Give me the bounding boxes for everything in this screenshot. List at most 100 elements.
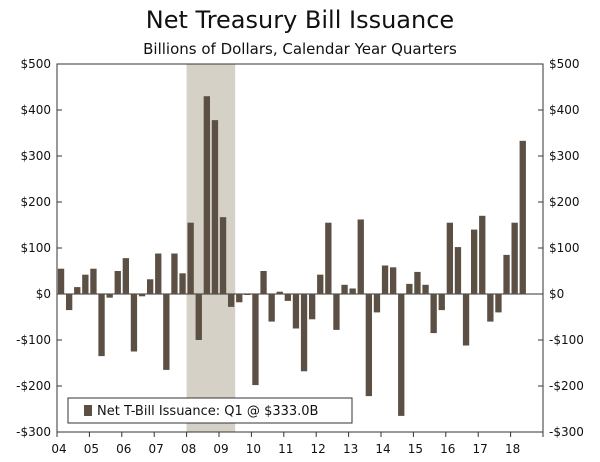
legend-box: [67, 397, 353, 424]
bar: [122, 258, 130, 294]
bar: [446, 222, 454, 294]
x-tick-label: 14: [375, 442, 390, 456]
bar: [454, 247, 462, 294]
y-tick-label-right: -$200: [549, 379, 584, 393]
bar: [503, 254, 510, 294]
y-tick-label-left: $100: [20, 241, 51, 255]
bar: [187, 222, 194, 294]
bar: [349, 288, 356, 294]
bar: [333, 294, 340, 330]
x-tick-label: 08: [181, 442, 196, 456]
bar: [211, 120, 219, 295]
bar: [130, 294, 138, 352]
y-tick-label-right: $0: [549, 287, 564, 301]
bar: [479, 215, 486, 294]
bar: [171, 253, 178, 294]
recession-shade: [186, 64, 236, 432]
bar: [373, 294, 381, 313]
x-tick-label: 12: [311, 442, 326, 456]
bar: [341, 284, 348, 294]
bar: [462, 294, 470, 346]
y-tick-label-right: $100: [549, 241, 580, 255]
bar: [195, 294, 202, 340]
y-tick-label-right: -$300: [549, 425, 584, 439]
x-tick-label: 10: [246, 442, 261, 456]
plot-frame: [56, 63, 544, 433]
chart-title: Net Treasury Bill Issuance: [145, 6, 455, 34]
x-tick-label: 11: [278, 442, 293, 456]
bar: [470, 229, 478, 294]
bar: [398, 294, 405, 416]
bar: [98, 294, 105, 357]
y-tick-label-left: $0: [36, 287, 51, 301]
bar: [268, 294, 275, 322]
bar: [406, 283, 413, 294]
bar: [155, 253, 162, 294]
bar: [430, 294, 437, 334]
bar: [203, 96, 211, 294]
x-tick-label: 04: [51, 442, 66, 456]
x-tick-label: 17: [473, 442, 488, 456]
bar: [138, 294, 146, 297]
bar: [308, 294, 316, 320]
x-tick-label: 06: [116, 442, 131, 456]
x-tick-label: 07: [149, 442, 164, 456]
bar: [276, 291, 283, 294]
bar: [219, 217, 227, 294]
bar: [325, 222, 332, 294]
bar: [57, 268, 65, 294]
bar: [90, 268, 97, 294]
bar: [252, 294, 259, 386]
y-tick-label-left: -$300: [16, 425, 51, 439]
bar: [244, 294, 251, 295]
bar: [300, 294, 308, 372]
y-tick-label-right: $200: [549, 195, 580, 209]
bar: [414, 271, 421, 294]
bar: [284, 294, 292, 301]
bar: [236, 294, 243, 303]
bar: [146, 279, 154, 294]
x-tick-label: 09: [213, 442, 228, 456]
bar: [487, 294, 494, 322]
bar: [389, 267, 397, 294]
y-tick-label-left: $200: [20, 195, 51, 209]
x-tick-label: 05: [84, 442, 99, 456]
y-tick-label-right: -$100: [549, 333, 584, 347]
chart-subtitle: Billions of Dollars, Calendar Year Quart…: [143, 40, 457, 58]
x-tick-label: 15: [408, 442, 423, 456]
bar: [114, 271, 121, 294]
y-tick-label-left: -$200: [16, 379, 51, 393]
bar: [317, 274, 324, 294]
y-tick-label-left: $400: [20, 103, 51, 117]
legend-label: Net T-Bill Issuance: Q1 @ $333.0B: [97, 404, 318, 419]
bar: [260, 271, 267, 294]
bar: [74, 287, 81, 294]
legend-swatch: [84, 405, 92, 416]
bar: [365, 294, 373, 397]
bar: [65, 294, 73, 311]
bar: [163, 294, 170, 370]
y-tick-label-left: -$100: [16, 333, 51, 347]
y-tick-label-left: $300: [20, 149, 51, 163]
bar: [179, 273, 186, 294]
bar: [438, 294, 445, 311]
bar: [227, 294, 235, 307]
bar: [511, 222, 518, 294]
bar: [495, 294, 502, 313]
y-tick-label-left: $500: [20, 57, 51, 71]
y-tick-label-right: $300: [549, 149, 580, 163]
bar: [422, 284, 429, 294]
bar: [357, 219, 364, 294]
bar: [381, 265, 389, 294]
x-tick-label: 13: [343, 442, 358, 456]
y-tick-label-right: $500: [549, 57, 580, 71]
bar: [82, 274, 89, 294]
x-tick-label: 16: [440, 442, 455, 456]
bar: [292, 294, 300, 329]
bar: [519, 140, 526, 294]
y-tick-label-right: $400: [549, 103, 580, 117]
bar: [106, 294, 113, 298]
x-tick-label: 18: [505, 442, 520, 456]
